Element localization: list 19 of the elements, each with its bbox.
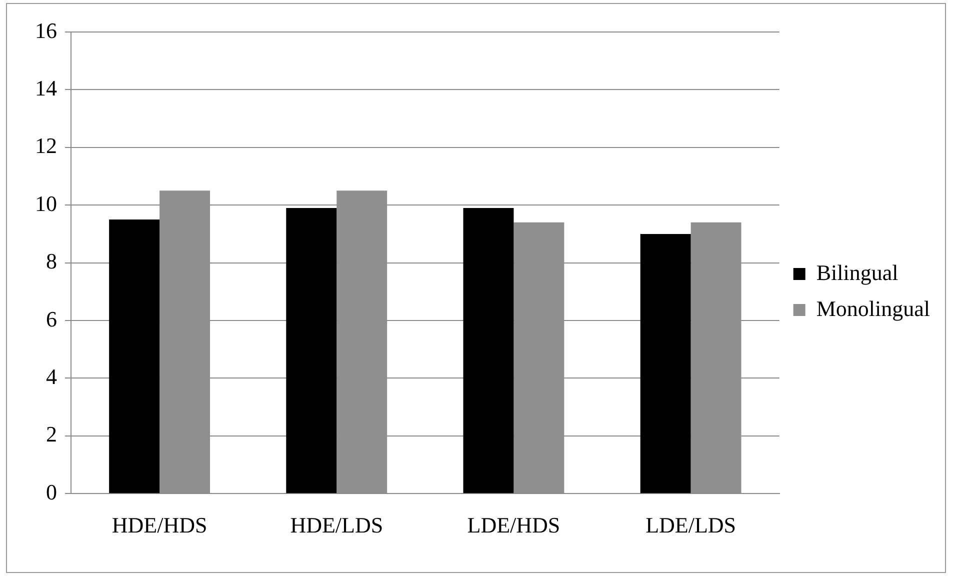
x-tick-label: HDE/HDS xyxy=(112,512,208,538)
legend-label: Monolingual xyxy=(816,296,930,321)
y-tick-label: 14 xyxy=(35,75,57,100)
x-tick-label: LDE/HDS xyxy=(467,512,560,538)
x-tick-label: HDE/LDS xyxy=(290,512,384,538)
y-tick-label: 6 xyxy=(46,306,57,332)
y-tick-label: 12 xyxy=(35,133,57,158)
bar xyxy=(463,208,514,494)
y-tick-label: 4 xyxy=(46,364,57,389)
x-tick-label: LDE/LDS xyxy=(646,512,736,538)
y-tick-label: 2 xyxy=(46,422,57,447)
y-tick-label: 16 xyxy=(35,18,57,43)
y-tick-label: 0 xyxy=(46,479,57,504)
bar xyxy=(286,208,337,494)
bar xyxy=(109,220,160,494)
y-tick-label: 8 xyxy=(46,248,57,274)
legend-label: Bilingual xyxy=(816,260,898,285)
y-tick-label: 10 xyxy=(35,190,57,216)
bar xyxy=(640,234,691,494)
